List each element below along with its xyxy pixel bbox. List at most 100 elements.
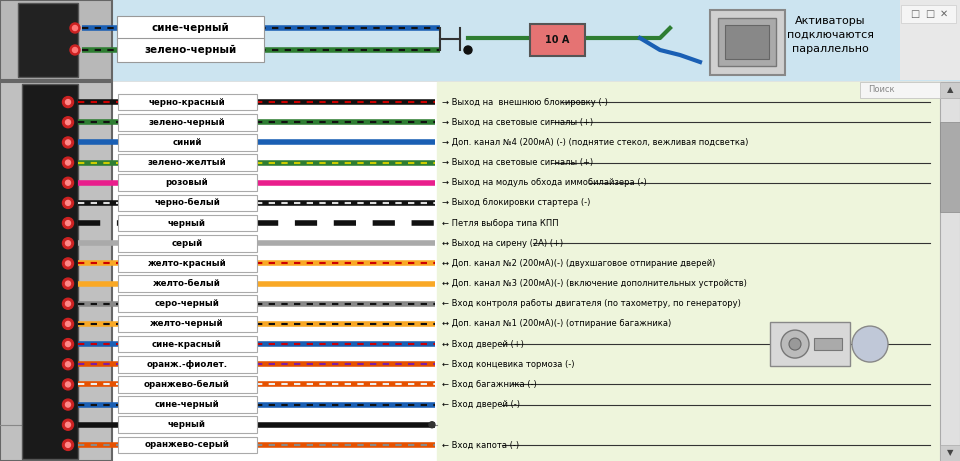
Text: ← Петля выбора типа КПП: ← Петля выбора типа КПП [442,219,559,228]
FancyBboxPatch shape [117,416,256,433]
Text: ▼: ▼ [947,449,953,457]
Text: ← Вход капота (-): ← Вход капота (-) [442,440,519,449]
Bar [0,82,960,461]
Text: → Доп. канал №4 (200мА) (-) (поднятие стекол, вежливая подсветка): → Доп. канал №4 (200мА) (-) (поднятие ст… [442,138,749,147]
Circle shape [62,137,74,148]
Bar [22,84,78,459]
Text: ✕: ✕ [940,9,948,19]
Circle shape [65,382,70,387]
Text: □: □ [910,9,920,19]
Bar [530,24,585,56]
FancyBboxPatch shape [117,134,256,151]
FancyBboxPatch shape [117,296,256,312]
Circle shape [789,338,801,350]
Text: 10 А: 10 А [545,35,569,45]
FancyBboxPatch shape [117,16,264,40]
Bar [710,10,785,75]
Bar [940,445,960,461]
Circle shape [65,201,70,206]
Circle shape [62,298,74,309]
Circle shape [65,301,70,306]
Text: серый: серый [172,239,203,248]
Circle shape [62,399,74,410]
Circle shape [464,46,472,54]
Circle shape [65,261,70,266]
Text: черно-белый: черно-белый [154,198,220,207]
Circle shape [62,419,74,430]
Text: зелено-черный: зелено-черный [149,118,226,127]
Text: → Выход на  внешнюю блокировку (-): → Выход на внешнюю блокировку (-) [442,98,608,106]
Circle shape [65,180,70,185]
Text: сине-черный: сине-черный [155,400,220,409]
Text: серо-черный: серо-черный [155,299,220,308]
Bar [901,5,956,23]
Circle shape [62,278,74,289]
Circle shape [65,422,70,427]
FancyBboxPatch shape [117,215,256,231]
Circle shape [781,330,809,358]
Circle shape [70,23,80,33]
Circle shape [62,258,74,269]
Text: черно-красный: черно-красный [149,98,226,106]
Circle shape [62,218,74,229]
Text: желто-красный: желто-красный [148,259,227,268]
Bar [718,18,776,66]
Circle shape [65,160,70,165]
FancyBboxPatch shape [117,154,256,171]
Text: ▲: ▲ [947,85,953,95]
Text: сине-черный: сине-черный [152,23,229,33]
Circle shape [62,197,74,208]
Bar [0,0,112,80]
Bar [0,0,960,80]
Circle shape [62,177,74,188]
Text: ← Вход дверей (-): ← Вход дверей (-) [442,400,520,409]
Circle shape [65,402,70,407]
Bar [437,82,947,461]
FancyBboxPatch shape [117,336,256,353]
FancyBboxPatch shape [117,38,264,62]
Text: оранж.-фиолет.: оранж.-фиолет. [147,360,228,369]
Text: → Выход на модуль обхода иммобилайзера (-): → Выход на модуль обхода иммобилайзера (… [442,178,647,187]
Text: ↔ Доп. канал №2 (200мА)(-) (двухшаговое отпирание дверей): ↔ Доп. канал №2 (200мА)(-) (двухшаговое … [442,259,715,268]
Circle shape [62,359,74,370]
Text: зелено-желтый: зелено-желтый [148,158,227,167]
Text: ↔ Доп. канал №3 (200мА)(-) (включение дополнительных устройств): ↔ Доп. канал №3 (200мА)(-) (включение до… [442,279,747,288]
Circle shape [65,443,70,448]
Circle shape [62,157,74,168]
Circle shape [62,319,74,330]
Circle shape [65,220,70,225]
Text: оранжево-серый: оранжево-серый [145,440,229,449]
Bar [940,82,960,98]
Text: → Выход на световые сигналы (+): → Выход на световые сигналы (+) [442,158,593,167]
FancyBboxPatch shape [117,255,256,272]
FancyBboxPatch shape [117,174,256,191]
Bar [814,338,842,350]
Circle shape [65,140,70,145]
Bar [940,82,960,461]
FancyBboxPatch shape [117,235,256,252]
FancyBboxPatch shape [117,275,256,292]
FancyBboxPatch shape [117,356,256,372]
Text: ↔ Доп. канал №1 (200мА)(-) (отпирание багажника): ↔ Доп. канал №1 (200мА)(-) (отпирание ба… [442,319,671,328]
Circle shape [62,379,74,390]
Bar [860,82,940,98]
FancyBboxPatch shape [117,195,256,211]
Circle shape [62,439,74,450]
Bar [18,3,78,77]
Text: Активаторы
подключаются
параллельно: Активаторы подключаются параллельно [786,16,874,54]
Text: □: □ [925,9,934,19]
Bar [770,322,850,366]
Circle shape [62,97,74,107]
Text: ↔ Вход дверей (+): ↔ Вход дверей (+) [442,340,524,349]
FancyBboxPatch shape [117,437,256,453]
Text: синий: синий [172,138,202,147]
Text: оранжево-белый: оранжево-белый [144,380,230,389]
Circle shape [65,281,70,286]
Bar [940,122,960,212]
Text: розовый: розовый [166,178,208,187]
Circle shape [65,342,70,347]
FancyBboxPatch shape [117,315,256,332]
Text: сине-красный: сине-красный [152,340,222,349]
FancyBboxPatch shape [117,396,256,413]
Circle shape [65,100,70,105]
